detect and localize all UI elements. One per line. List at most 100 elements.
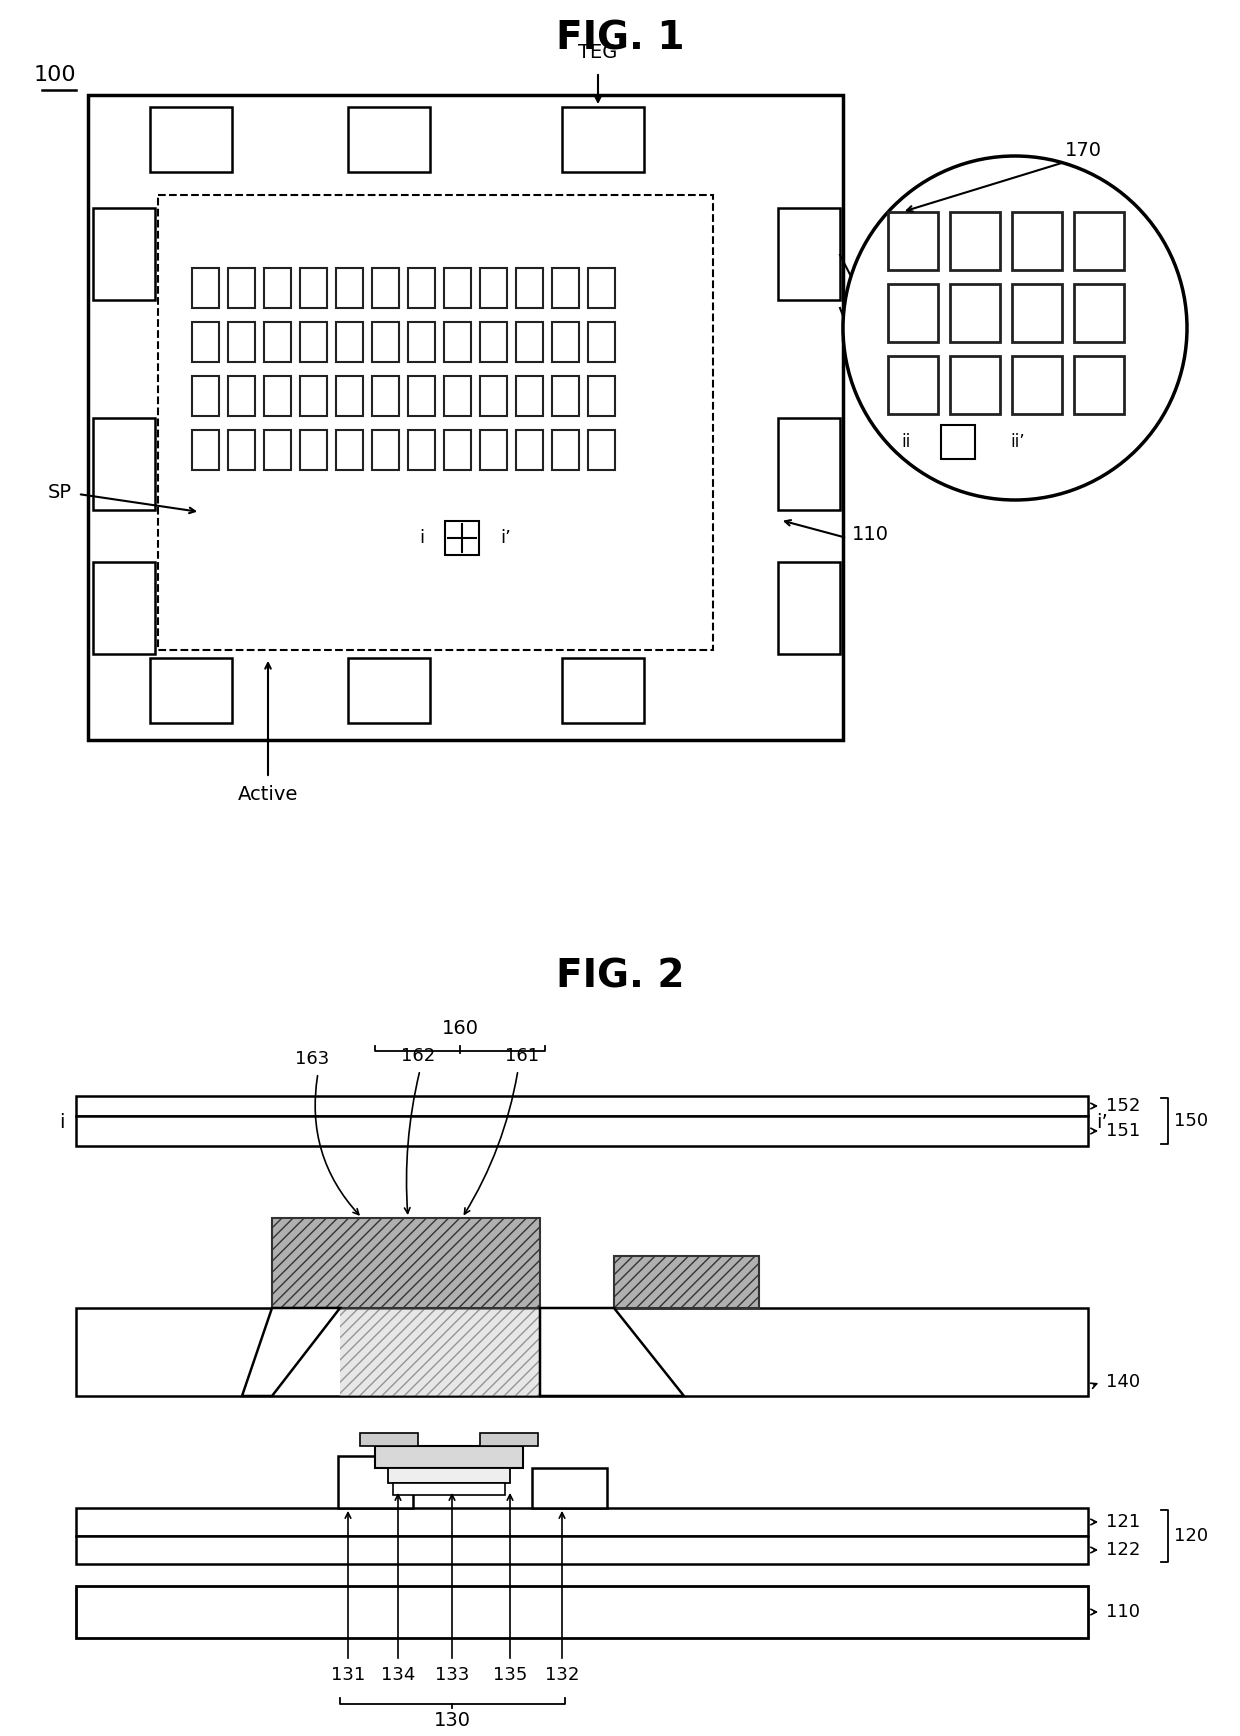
Bar bbox=[552, 321, 579, 363]
Text: 163: 163 bbox=[295, 1050, 329, 1068]
Text: 133: 133 bbox=[435, 1667, 469, 1684]
Text: i: i bbox=[419, 529, 424, 547]
Bar bbox=[444, 267, 471, 307]
Text: 140: 140 bbox=[1106, 1373, 1140, 1391]
Bar bbox=[480, 321, 507, 363]
Bar bbox=[516, 431, 543, 470]
Bar bbox=[562, 658, 644, 722]
Bar bbox=[150, 658, 232, 722]
Bar bbox=[888, 285, 937, 342]
Bar bbox=[1074, 356, 1123, 413]
Bar bbox=[408, 431, 435, 470]
Text: i’: i’ bbox=[501, 529, 511, 547]
Bar bbox=[562, 108, 644, 172]
Bar bbox=[300, 377, 327, 417]
Bar bbox=[192, 377, 219, 417]
Text: 110: 110 bbox=[852, 526, 889, 545]
Text: 132: 132 bbox=[544, 1667, 579, 1684]
Bar bbox=[372, 321, 399, 363]
Text: 161: 161 bbox=[505, 1047, 539, 1064]
Bar bbox=[272, 1219, 539, 1307]
Bar bbox=[480, 377, 507, 417]
Bar bbox=[264, 377, 291, 417]
Text: 170: 170 bbox=[1065, 141, 1102, 160]
Text: 122: 122 bbox=[1106, 1542, 1141, 1559]
Text: FIG. 2: FIG. 2 bbox=[556, 957, 684, 995]
Text: 160: 160 bbox=[441, 1019, 479, 1038]
Bar bbox=[264, 321, 291, 363]
Bar bbox=[393, 1483, 505, 1495]
Text: FIG. 1: FIG. 1 bbox=[556, 19, 684, 57]
Bar bbox=[150, 108, 232, 172]
Bar bbox=[480, 267, 507, 307]
Text: i’: i’ bbox=[1096, 1113, 1107, 1132]
Bar bbox=[300, 431, 327, 470]
Bar bbox=[941, 425, 975, 458]
Circle shape bbox=[843, 156, 1187, 500]
Bar bbox=[588, 267, 615, 307]
Text: i: i bbox=[60, 1113, 64, 1132]
Bar bbox=[1074, 212, 1123, 271]
Bar bbox=[228, 267, 255, 307]
Bar bbox=[228, 431, 255, 470]
Bar bbox=[777, 208, 839, 300]
Bar bbox=[614, 1257, 759, 1307]
Bar bbox=[300, 267, 327, 307]
Polygon shape bbox=[340, 1307, 539, 1396]
Bar bbox=[888, 212, 937, 271]
Bar bbox=[372, 377, 399, 417]
Bar bbox=[777, 418, 839, 510]
Bar bbox=[264, 267, 291, 307]
Bar bbox=[374, 1446, 523, 1469]
Bar bbox=[372, 267, 399, 307]
Bar bbox=[192, 267, 219, 307]
Bar bbox=[777, 562, 839, 654]
Bar bbox=[228, 377, 255, 417]
Text: Active: Active bbox=[238, 785, 298, 804]
Bar bbox=[445, 521, 479, 556]
Bar bbox=[588, 321, 615, 363]
Text: 100: 100 bbox=[33, 64, 76, 85]
Text: SP: SP bbox=[48, 483, 72, 502]
Bar bbox=[1012, 212, 1061, 271]
Text: 110: 110 bbox=[1106, 1602, 1140, 1621]
Bar bbox=[408, 377, 435, 417]
Text: 130: 130 bbox=[434, 1712, 470, 1731]
Bar bbox=[336, 431, 363, 470]
Bar bbox=[444, 431, 471, 470]
Bar bbox=[76, 1307, 1087, 1396]
Bar bbox=[552, 267, 579, 307]
Text: 135: 135 bbox=[492, 1667, 527, 1684]
Bar bbox=[1074, 285, 1123, 342]
Bar bbox=[76, 1536, 1087, 1564]
Bar bbox=[93, 562, 155, 654]
Text: 121: 121 bbox=[1106, 1514, 1141, 1531]
Bar bbox=[264, 431, 291, 470]
Bar bbox=[192, 431, 219, 470]
Text: 151: 151 bbox=[1106, 1121, 1141, 1141]
Bar bbox=[157, 194, 713, 649]
Bar bbox=[1012, 285, 1061, 342]
Bar bbox=[588, 377, 615, 417]
Bar bbox=[228, 321, 255, 363]
Text: ii’: ii’ bbox=[1011, 432, 1025, 451]
Bar bbox=[950, 212, 999, 271]
Text: 162: 162 bbox=[401, 1047, 435, 1064]
Bar bbox=[88, 95, 843, 740]
Bar bbox=[336, 267, 363, 307]
Bar bbox=[192, 321, 219, 363]
Bar bbox=[1012, 356, 1061, 413]
Bar bbox=[552, 377, 579, 417]
Bar bbox=[408, 267, 435, 307]
Bar bbox=[76, 1509, 1087, 1536]
Text: 131: 131 bbox=[331, 1667, 365, 1684]
Bar bbox=[93, 208, 155, 300]
Text: 134: 134 bbox=[381, 1667, 415, 1684]
Text: 120: 120 bbox=[1174, 1528, 1208, 1545]
Bar bbox=[388, 1469, 510, 1483]
Bar bbox=[336, 321, 363, 363]
Bar bbox=[348, 108, 430, 172]
Bar bbox=[76, 1095, 1087, 1116]
Text: TEG: TEG bbox=[578, 43, 618, 62]
Bar bbox=[76, 1116, 1087, 1146]
